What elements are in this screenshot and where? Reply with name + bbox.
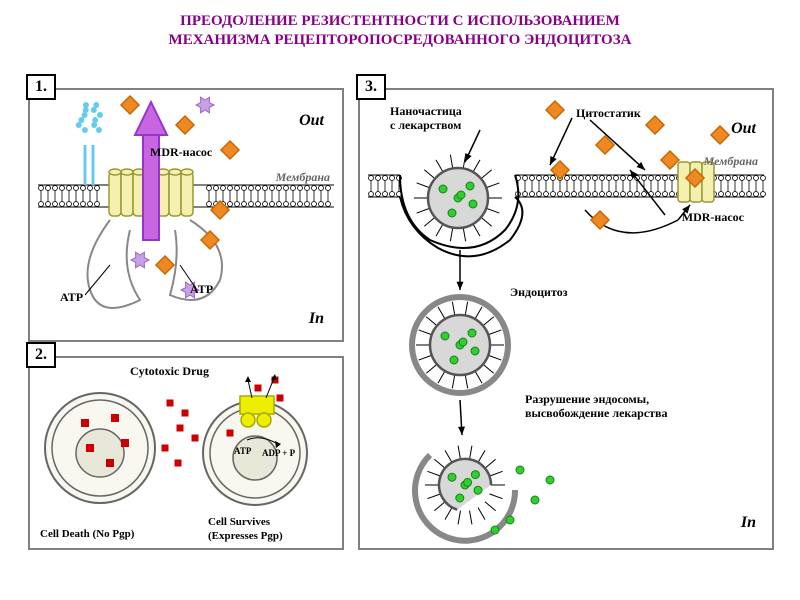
p1-atp2: ATP xyxy=(190,282,213,297)
p3-endo: Эндоцитоз xyxy=(510,285,568,300)
p3-nano1: Наночастица xyxy=(390,104,462,119)
title-line2: МЕХАНИЗМА РЕЦЕПТОРОПОСРЕДОВАННОГО ЭНДОЦИ… xyxy=(169,32,632,48)
page-title: ПРЕОДОЛЕНИЕ РЕЗИСТЕНТНОСТИ С ИСПОЛЬЗОВАН… xyxy=(0,0,800,56)
panel-1-num: 1. xyxy=(26,74,56,100)
p1-out: Out xyxy=(299,112,324,130)
p3-mem: Мембрана xyxy=(704,154,758,169)
title-line1: ПРЕОДОЛЕНИЕ РЕЗИСТЕНТНОСТИ С ИСПОЛЬЗОВАН… xyxy=(180,13,620,29)
panel-2-num: 2. xyxy=(26,342,56,368)
p1-atp1: ATP xyxy=(60,290,83,305)
p2-atp: ATP xyxy=(234,446,251,456)
p1-mdr: MDR-насос xyxy=(150,145,212,160)
p2-surv2: (Expresses Pgp) xyxy=(208,530,283,542)
p3-mdr: MDR-насос xyxy=(682,210,744,225)
p3-cyto: Цитостатик xyxy=(576,106,641,121)
p3-in: In xyxy=(741,514,756,532)
p3-rel2: высвобождение лекарства xyxy=(525,406,668,421)
p1-mem: Мембрана xyxy=(276,170,330,185)
panel-3: 3. Out In Наночастица с лекарством Цитос… xyxy=(358,88,774,550)
p2-death: Cell Death (No Pgp) xyxy=(40,528,134,540)
panel-3-num: 3. xyxy=(356,74,386,100)
p2-surv1: Cell Survives xyxy=(208,516,270,528)
panel-2: 2. Cytotoxic Drug ATP ADP + P Cell Death… xyxy=(28,356,344,550)
p1-in: In xyxy=(309,310,324,328)
p2-drug: Cytotoxic Drug xyxy=(130,364,209,379)
p3-rel1: Разрушение эндосомы, xyxy=(525,392,649,407)
panel-2-svg xyxy=(30,358,342,548)
p2-adp: ADP + P xyxy=(262,448,295,458)
p3-out: Out xyxy=(731,120,756,138)
p3-nano2: с лекарством xyxy=(390,118,461,133)
panel-1: 1. Out In MDR-насос Мембрана ATP ATP xyxy=(28,88,344,342)
